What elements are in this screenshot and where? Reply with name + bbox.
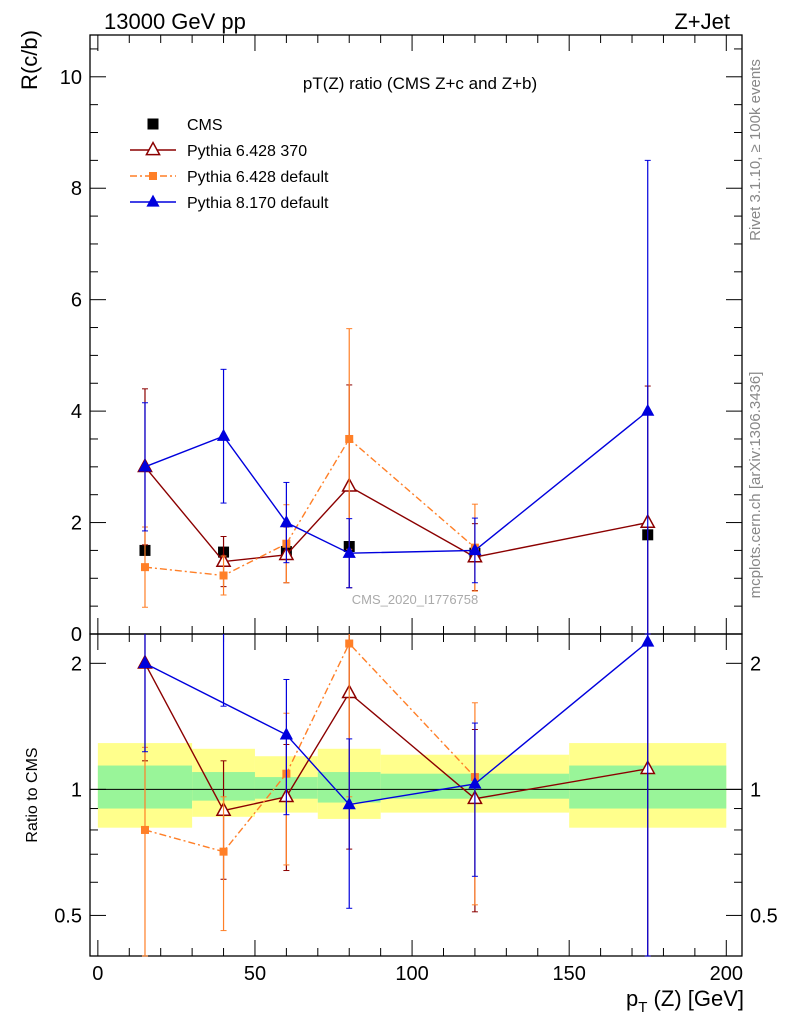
marker (279, 515, 293, 528)
marker (641, 634, 655, 647)
ratio-y-axis-label: Ratio to CMS (24, 747, 41, 842)
marker (145, 141, 161, 156)
x-tick-label: 50 (244, 963, 266, 985)
ratio-y-tick-label: 2 (750, 653, 761, 675)
chart-layer: 0 50 100 150 200 0 2 4 6 8 10 0.5 0.5 1 1 2 2 (54, 35, 778, 985)
marker (140, 563, 149, 572)
marker (219, 847, 228, 856)
x-tick-label: 100 (395, 963, 428, 985)
legend-label: Pythia 6.428 default (187, 169, 329, 186)
watermark-label: CMS_2020_I1776758 (352, 592, 479, 607)
mcplots-label: mcplots.cern.ch [arXiv:1306.3436] (747, 372, 764, 599)
series-line (144, 466, 648, 563)
ratio-y-tick-label: 1 (71, 779, 82, 801)
marker (219, 571, 228, 580)
y-tick-label: 10 (60, 67, 82, 89)
marker (468, 776, 482, 789)
x-tick-label: 150 (552, 963, 585, 985)
main-y-axis-label: R(c/b) (17, 30, 42, 90)
marker (342, 545, 356, 558)
header-left: 13000 GeV pp (104, 9, 246, 34)
y-tick-label: 0 (71, 624, 82, 646)
marker (149, 172, 157, 180)
y-tick-label: 2 (71, 513, 82, 535)
y-tick-label: 4 (71, 401, 82, 423)
marker (146, 194, 160, 207)
legend-label: CMS (187, 117, 223, 134)
marker (138, 459, 152, 472)
ratio-y-tick-label: 2 (71, 653, 82, 675)
ratio-y-tick-label: 0.5 (54, 905, 82, 927)
marker (345, 434, 354, 443)
x-tick-label: 200 (710, 963, 743, 985)
ratio-panel (89, 633, 743, 957)
y-tick-label: 6 (71, 290, 82, 312)
legend: CMS Pythia 6.428 370 Pythia 6.428 default P… (130, 117, 329, 212)
chart-title: pT(Z) ratio (CMS Z+c and Z+b) (303, 74, 537, 93)
marker (279, 727, 293, 740)
marker (342, 797, 356, 810)
marker (138, 655, 152, 669)
x-tick-label: 0 (92, 963, 103, 985)
marker (468, 542, 482, 556)
series-line (144, 662, 648, 812)
series-line (144, 410, 649, 554)
ratio-y-tick-label: 1 (750, 779, 761, 801)
marker (147, 118, 159, 130)
header-right: Z+Jet (674, 9, 730, 34)
marker (216, 428, 231, 441)
marker (140, 825, 149, 834)
legend-label: Pythia 6.428 370 (187, 143, 307, 160)
ratio-y-tick-label: 0.5 (750, 905, 778, 927)
series-line (144, 642, 476, 853)
rivet-label: Rivet 3.1.10, ≥ 100k events (747, 59, 764, 241)
marker (345, 639, 354, 648)
x-axis-label: pT (Z) [GeV] (626, 986, 744, 1016)
y-tick-label: 8 (71, 178, 82, 200)
marker (641, 403, 655, 416)
ratio-frame (89, 633, 743, 957)
series-line (144, 437, 476, 577)
legend-label: Pythia 8.170 default (187, 195, 329, 212)
